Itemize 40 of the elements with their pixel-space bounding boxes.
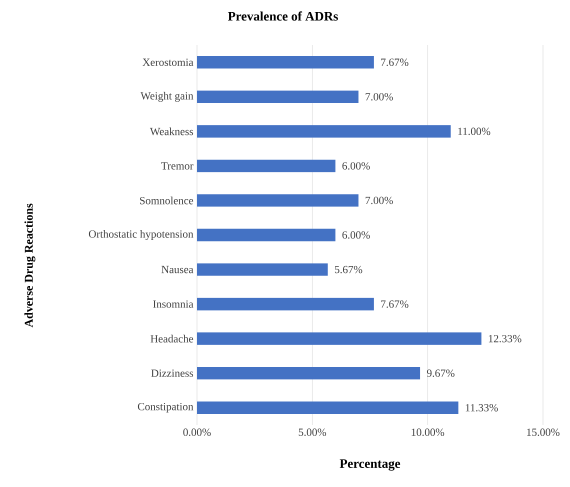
bar	[197, 332, 482, 345]
y-tick-label: Weakness	[150, 127, 194, 136]
y-tick-label: Orthostatic hypotension	[88, 230, 194, 240]
data-label: 7.00%	[366, 196, 393, 204]
bar	[197, 228, 336, 242]
chart-title: Prevalence of ADRs	[228, 11, 338, 21]
data-label: 11.33%	[466, 404, 498, 412]
data-label: 12.33%	[488, 334, 522, 342]
y-tick-label: Weight gain	[140, 92, 194, 102]
y-tick-label: Tremor	[161, 162, 194, 170]
data-label: 6.00%	[342, 231, 370, 239]
data-label: 6.00%	[342, 162, 370, 170]
data-label: 7.67%	[381, 58, 408, 66]
y-tick-label: Constipation	[138, 402, 194, 413]
x-tick-label: 5.00%	[298, 428, 326, 436]
bar	[197, 263, 328, 276]
data-label: 7.00%	[366, 93, 393, 101]
data-label: 7.67%	[381, 300, 408, 308]
y-tick-label: Headache	[150, 334, 194, 342]
y-tick-label: Nausea	[162, 266, 194, 274]
bar	[197, 366, 420, 380]
y-axis-title: Adverse Drug Reactions	[24, 204, 36, 328]
bar	[197, 402, 458, 414]
y-tick-label: Xerostomia	[142, 58, 194, 66]
data-label: 11.00%	[458, 128, 490, 136]
y-tick-label: Somnolence	[140, 196, 194, 204]
bar	[197, 194, 358, 207]
bar	[197, 298, 374, 310]
bar	[197, 125, 451, 138]
bar	[197, 56, 374, 68]
y-tick-label: Insomnia	[153, 300, 194, 308]
data-label: 9.67%	[426, 369, 455, 377]
x-tick-label: 15.00%	[527, 428, 560, 436]
x-tick-label: 0.00%	[183, 428, 211, 436]
x-axis-title: Percentage	[340, 459, 400, 471]
bar	[197, 90, 358, 104]
x-tick-label: 10.00%	[412, 428, 444, 436]
data-label: 5.67%	[334, 266, 362, 274]
y-tick-label: Dizziness	[151, 370, 194, 377]
bar	[197, 160, 336, 172]
